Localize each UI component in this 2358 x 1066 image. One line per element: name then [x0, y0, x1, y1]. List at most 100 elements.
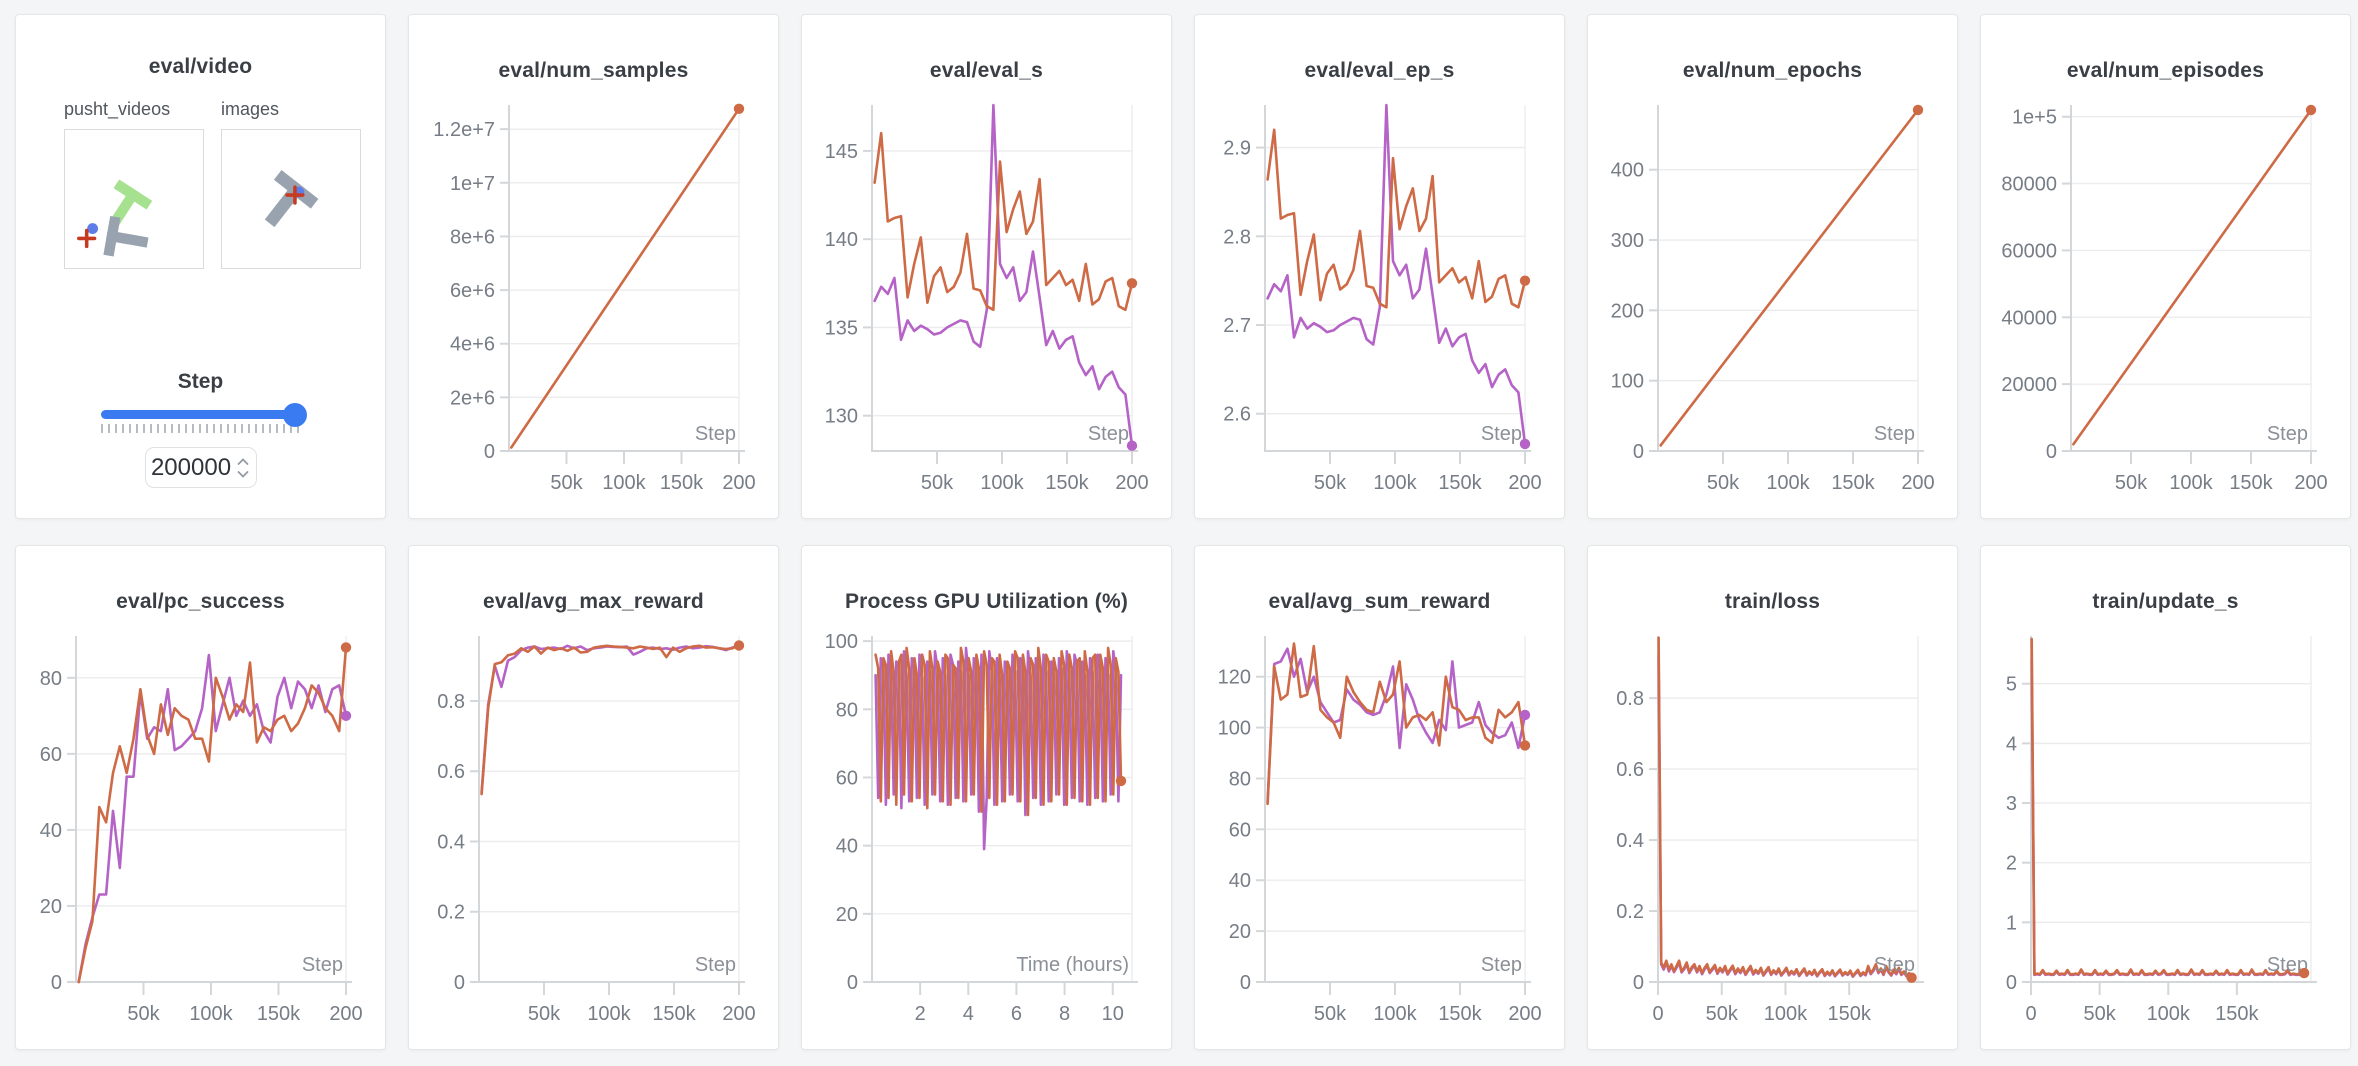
media-label: pusht_videos — [64, 99, 171, 119]
svg-text:200: 200 — [1508, 1003, 1541, 1025]
panel-title: Process GPU Utilization (%) — [844, 590, 1129, 613]
svg-text:Step: Step — [1088, 423, 1129, 445]
svg-text:2: 2 — [915, 1003, 926, 1025]
svg-text:0: 0 — [484, 441, 495, 463]
panel-eval-pc-success: eval/pc_success 0 20 40 60 80 50k 100k 150k 200 S… — [15, 545, 386, 1050]
svg-text:50k: 50k — [2115, 472, 2148, 494]
svg-text:5: 5 — [2006, 674, 2017, 696]
svg-text:200: 200 — [2294, 472, 2327, 494]
step-control: Step 200000 — [16, 370, 385, 488]
pusht-video-thumbnail[interactable] — [64, 129, 204, 269]
media-item-images: images — [221, 99, 361, 274]
svg-text:0: 0 — [454, 972, 465, 994]
chart-canvas-train-update-s[interactable]: 0 1 2 3 4 5 0 50k 100k 150k Step — [1981, 624, 2350, 1044]
slider-track[interactable] — [100, 402, 307, 427]
svg-text:40000: 40000 — [2001, 307, 2057, 329]
svg-text:50k: 50k — [1706, 1003, 1739, 1025]
svg-text:150k: 150k — [1438, 1003, 1482, 1025]
panel-title: eval/num_episodes — [2066, 59, 2265, 82]
svg-text:150k: 150k — [1827, 1003, 1871, 1025]
svg-text:0.4: 0.4 — [437, 831, 465, 853]
svg-text:4: 4 — [963, 1003, 974, 1025]
svg-text:150k: 150k — [1438, 472, 1482, 494]
svg-text:100: 100 — [1218, 718, 1251, 740]
chart-canvas-eval-avg-sum-reward[interactable]: 0 20 40 60 80 100 120 50k 100k 150k 200 Step — [1195, 624, 1564, 1044]
svg-text:Step: Step — [1874, 423, 1915, 445]
panel-eval-eval-ep-s: eval/eval_ep_s 2.6 2.7 2.8 2.9 50k 100k 150k 20… — [1194, 14, 1565, 519]
svg-text:80: 80 — [1229, 768, 1251, 790]
svg-text:8e+6: 8e+6 — [450, 226, 495, 248]
svg-text:200: 200 — [722, 472, 755, 494]
svg-text:Step: Step — [2267, 423, 2308, 445]
svg-text:1: 1 — [2006, 912, 2017, 934]
svg-text:150k: 150k — [1831, 472, 1875, 494]
svg-text:145: 145 — [825, 141, 858, 163]
panel-title: eval/eval_s — [929, 59, 1044, 82]
svg-text:6e+6: 6e+6 — [450, 280, 495, 302]
chart-canvas-eval-num-epochs[interactable]: 0 100 200 300 400 50k 100k 150k 200 Step — [1588, 93, 1957, 513]
svg-text:Step: Step — [695, 423, 736, 445]
svg-text:100k: 100k — [1373, 1003, 1417, 1025]
chart-canvas-eval-eval-s[interactable]: 130 135 140 145 50k 100k 150k 200 Step — [802, 93, 1171, 513]
svg-text:40: 40 — [40, 820, 62, 842]
panel-title: eval/pc_success — [116, 590, 285, 613]
svg-text:Step: Step — [302, 954, 343, 976]
svg-text:50k: 50k — [2084, 1003, 2117, 1025]
stepper-chevrons-icon[interactable] — [236, 455, 250, 481]
svg-text:Step: Step — [1481, 423, 1522, 445]
svg-text:0: 0 — [51, 972, 62, 994]
panel-eval-num-epochs: eval/num_epochs 0 100 200 300 400 50k 100k 150k… — [1587, 14, 1958, 519]
panel-eval-avg-max-reward: eval/avg_max_reward 0 0.2 0.4 0.6 0.8 50k 100k… — [408, 545, 779, 1050]
svg-text:2.6: 2.6 — [1223, 404, 1251, 426]
svg-text:100k: 100k — [1766, 472, 1810, 494]
step-number-input[interactable]: 200000 — [144, 447, 257, 488]
chart-canvas-gpu-utilization[interactable]: 0 20 40 60 80 100 2 4 6 8 10 Time (hours) — [802, 624, 1171, 1044]
svg-text:130: 130 — [825, 406, 858, 428]
svg-text:4: 4 — [2006, 733, 2017, 755]
svg-text:0: 0 — [1633, 441, 1644, 463]
svg-text:10: 10 — [1102, 1003, 1124, 1025]
chart-canvas-eval-eval-ep-s[interactable]: 2.6 2.7 2.8 2.9 50k 100k 150k 200 Step — [1195, 93, 1564, 513]
svg-text:200: 200 — [329, 1003, 362, 1025]
panel-title: eval/video — [148, 55, 253, 78]
svg-text:6: 6 — [1011, 1003, 1022, 1025]
svg-text:2.8: 2.8 — [1223, 226, 1251, 248]
svg-text:1.2e+7: 1.2e+7 — [433, 119, 495, 141]
svg-text:0.4: 0.4 — [1616, 830, 1644, 852]
panel-eval-avg-sum-reward: eval/avg_sum_reward 0 20 40 60 80 100 120 50k 10… — [1194, 545, 1565, 1050]
svg-text:1e+5: 1e+5 — [2012, 107, 2057, 129]
panel-title: eval/avg_sum_reward — [1268, 590, 1491, 613]
svg-text:135: 135 — [825, 317, 858, 339]
svg-text:100k: 100k — [980, 472, 1024, 494]
panel-title: eval/eval_ep_s — [1304, 59, 1455, 82]
svg-text:100k: 100k — [2169, 472, 2213, 494]
svg-text:20: 20 — [40, 896, 62, 918]
svg-text:100k: 100k — [602, 472, 646, 494]
chart-canvas-train-loss[interactable]: 0 0.2 0.4 0.6 0.8 0 50k 100k 150k Step — [1588, 624, 1957, 1044]
svg-text:2: 2 — [2006, 853, 2017, 875]
svg-text:60000: 60000 — [2001, 240, 2057, 262]
chart-canvas-eval-num-episodes[interactable]: 0 20000 40000 60000 80000 1e+5 50k 100k 150k 200 S… — [1981, 93, 2350, 513]
svg-text:200: 200 — [722, 1003, 755, 1025]
panel-title: eval/num_samples — [498, 59, 689, 82]
step-slider[interactable] — [100, 402, 307, 433]
svg-text:50k: 50k — [550, 472, 583, 494]
chart-canvas-eval-avg-max-reward[interactable]: 0 0.2 0.4 0.6 0.8 50k 100k 150k 200 Step — [409, 624, 778, 1044]
images-thumbnail[interactable] — [221, 129, 361, 269]
svg-text:0.6: 0.6 — [1616, 759, 1644, 781]
svg-text:50k: 50k — [1707, 472, 1740, 494]
svg-text:0.2: 0.2 — [1616, 901, 1644, 923]
svg-text:60: 60 — [836, 767, 858, 789]
panel-title: eval/avg_max_reward — [483, 590, 704, 613]
svg-text:Step: Step — [695, 954, 736, 976]
svg-text:0: 0 — [1240, 972, 1251, 994]
svg-text:4e+6: 4e+6 — [450, 334, 495, 356]
slider-ruler-ticks — [100, 424, 301, 433]
chart-canvas-eval-num-samples[interactable]: 0 2e+6 4e+6 6e+6 8e+6 1e+7 1.2e+7 50k 100k 150k 20… — [409, 93, 778, 513]
svg-text:200: 200 — [1901, 472, 1934, 494]
svg-text:0: 0 — [2025, 1003, 2036, 1025]
svg-text:1e+7: 1e+7 — [450, 173, 495, 195]
chart-canvas-eval-pc-success[interactable]: 0 20 40 60 80 50k 100k 150k 200 Step — [16, 624, 385, 1044]
slider-thumb[interactable] — [282, 402, 307, 427]
